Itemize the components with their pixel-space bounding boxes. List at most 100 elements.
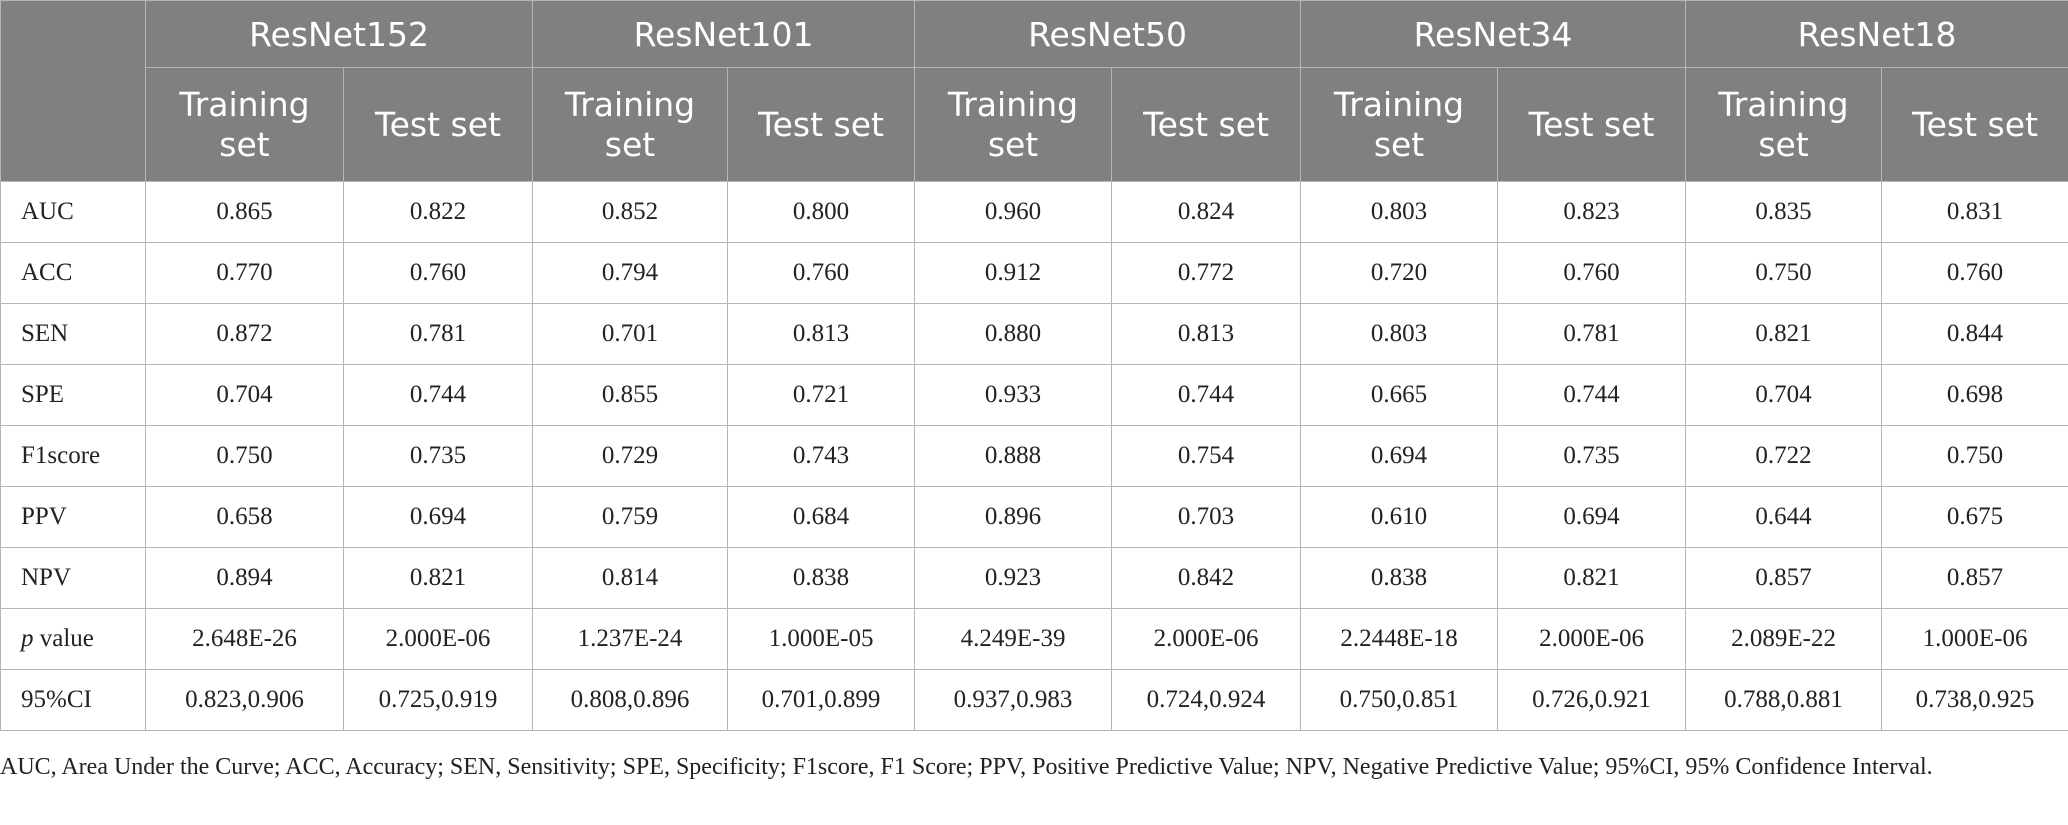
table-cell: 0.823 [1497, 181, 1687, 243]
training-set-header: Training set [1300, 67, 1499, 182]
row-label: PPV [0, 486, 146, 548]
metric-row-sen: SEN 0.872 0.781 0.701 0.813 0.880 0.813 … [0, 303, 2068, 365]
training-set-header: Training set [532, 67, 729, 182]
row-label: p value [0, 608, 146, 670]
table-cell: 0.821 [1497, 547, 1687, 609]
table-cell: 0.760 [727, 242, 916, 304]
table-cell: 0.760 [1881, 242, 2068, 304]
metric-row-npv: NPV 0.894 0.821 0.814 0.838 0.923 0.842 … [0, 547, 2068, 609]
table-cell: 0.675 [1881, 486, 2068, 548]
table-cell: 0.822 [342, 181, 534, 243]
table-cell: 0.744 [342, 364, 534, 426]
table-cell: 0.698 [1881, 364, 2068, 426]
table-cell: 0.750 [145, 425, 344, 487]
metric-row-acc: ACC 0.770 0.760 0.794 0.760 0.912 0.772 … [0, 242, 2068, 304]
training-set-header: Training set [145, 67, 344, 182]
table-cell: 0.721 [727, 364, 916, 426]
table-cell: 0.857 [1685, 547, 1883, 609]
table-cell: 2.000E-06 [1111, 608, 1302, 670]
table-cell: 0.823,0.906 [145, 669, 344, 731]
table-cell: 0.703 [1111, 486, 1302, 548]
row-label: NPV [0, 547, 146, 609]
model-header-resnet50: ResNet50 [914, 0, 1302, 68]
table-cell: 0.803 [1300, 181, 1499, 243]
table-cell: 0.694 [1300, 425, 1499, 487]
table-cell: 0.704 [1685, 364, 1883, 426]
row-label: SPE [0, 364, 146, 426]
table-cell: 0.781 [342, 303, 534, 365]
row-label: AUC [0, 181, 146, 243]
table-cell: 0.724,0.924 [1111, 669, 1302, 731]
table-cell: 0.821 [342, 547, 534, 609]
corner-header-cell [0, 0, 146, 182]
table-cell: 0.744 [1111, 364, 1302, 426]
table-cell: 1.000E-05 [727, 608, 916, 670]
table-cell: 0.735 [1497, 425, 1687, 487]
table-cell: 2.000E-06 [1497, 608, 1687, 670]
table-cell: 0.781 [1497, 303, 1687, 365]
table-cell: 0.813 [1111, 303, 1302, 365]
training-set-header: Training set [914, 67, 1113, 182]
model-header-resnet101: ResNet101 [532, 0, 916, 68]
table-cell: 0.831 [1881, 181, 2068, 243]
table-cell: 0.694 [342, 486, 534, 548]
table-cell: 0.701,0.899 [727, 669, 916, 731]
table-cell: 0.800 [727, 181, 916, 243]
table-cell: 0.813 [727, 303, 916, 365]
table-cell: 0.896 [914, 486, 1113, 548]
table-cell: 0.770 [145, 242, 344, 304]
table-cell: 0.788,0.881 [1685, 669, 1883, 731]
test-set-header: Test set [1497, 67, 1687, 182]
table-cell: 0.937,0.983 [914, 669, 1113, 731]
table-cell: 0.665 [1300, 364, 1499, 426]
table-cell: 0.704 [145, 364, 344, 426]
table-cell: 0.894 [145, 547, 344, 609]
table-cell: 0.743 [727, 425, 916, 487]
row-label: F1score [0, 425, 146, 487]
metric-row-ppv: PPV 0.658 0.694 0.759 0.684 0.896 0.703 … [0, 486, 2068, 548]
table-cell: 0.838 [1300, 547, 1499, 609]
table-cell: 0.750 [1685, 242, 1883, 304]
table-cell: 0.750,0.851 [1300, 669, 1499, 731]
table-cell: 0.855 [532, 364, 729, 426]
row-label: 95%CI [0, 669, 146, 731]
table-cell: 0.912 [914, 242, 1113, 304]
model-header-resnet34: ResNet34 [1300, 0, 1687, 68]
table-cell: 0.872 [145, 303, 344, 365]
table-cell: 0.720 [1300, 242, 1499, 304]
table-cell: 1.237E-24 [532, 608, 729, 670]
metric-row-spe: SPE 0.704 0.744 0.855 0.721 0.933 0.744 … [0, 364, 2068, 426]
table-footnote: AUC, Area Under the Curve; ACC, Accuracy… [0, 754, 1933, 780]
table-cell: 0.923 [914, 547, 1113, 609]
metric-row-f1score: F1score 0.750 0.735 0.729 0.743 0.888 0.… [0, 425, 2068, 487]
table-cell: 0.960 [914, 181, 1113, 243]
model-header-row: ResNet152 ResNet101 ResNet50 ResNet34 Re… [0, 0, 2068, 182]
table-cell: 0.658 [145, 486, 344, 548]
test-set-header: Test set [1111, 67, 1302, 182]
table-cell: 0.803 [1300, 303, 1499, 365]
table-cell: 0.880 [914, 303, 1113, 365]
table-cell: 0.857 [1881, 547, 2068, 609]
table-cell: 0.821 [1685, 303, 1883, 365]
table-cell: 2.089E-22 [1685, 608, 1883, 670]
table-cell: 0.684 [727, 486, 916, 548]
table-cell: 0.844 [1881, 303, 2068, 365]
table-cell: 0.750 [1881, 425, 2068, 487]
table-cell: 0.835 [1685, 181, 1883, 243]
table-cell: 0.644 [1685, 486, 1883, 548]
table-cell: 0.842 [1111, 547, 1302, 609]
table-cell: 0.794 [532, 242, 729, 304]
table-cell: 0.729 [532, 425, 729, 487]
test-set-header: Test set [342, 67, 534, 182]
row-label: ACC [0, 242, 146, 304]
table-cell: 0.814 [532, 547, 729, 609]
row-label: SEN [0, 303, 146, 365]
table-cell: 0.852 [532, 181, 729, 243]
table-cell: 0.888 [914, 425, 1113, 487]
training-set-header: Training set [1685, 67, 1883, 182]
table-cell: 0.933 [914, 364, 1113, 426]
table-cell: 2.648E-26 [145, 608, 344, 670]
table-cell: 0.772 [1111, 242, 1302, 304]
model-header-resnet18: ResNet18 [1685, 0, 2068, 68]
table-cell: 0.726,0.921 [1497, 669, 1687, 731]
